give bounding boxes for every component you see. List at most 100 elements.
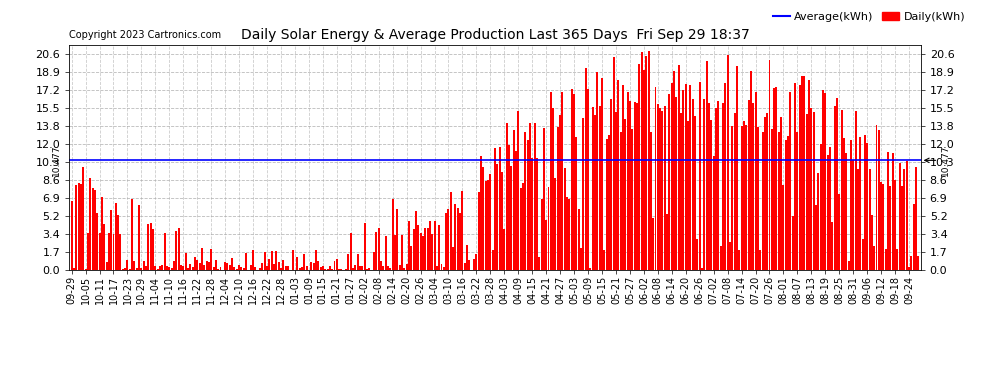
Bar <box>380 261 382 270</box>
Bar <box>845 153 847 270</box>
Bar <box>277 262 279 270</box>
Bar <box>313 262 315 270</box>
Bar <box>108 233 110 270</box>
Bar <box>599 106 601 270</box>
Bar <box>299 268 301 270</box>
Bar <box>915 167 917 270</box>
Bar <box>510 166 512 270</box>
Bar <box>606 139 608 270</box>
Bar <box>406 264 408 270</box>
Bar <box>415 211 417 270</box>
Bar <box>117 214 119 270</box>
Bar <box>385 236 387 270</box>
Bar <box>652 218 654 270</box>
Bar <box>439 225 441 270</box>
Bar <box>701 268 703 270</box>
Bar <box>787 136 789 270</box>
Bar <box>201 248 203 270</box>
Bar <box>192 267 194 270</box>
Bar <box>675 97 677 270</box>
Bar <box>461 191 463 270</box>
Bar <box>138 205 140 270</box>
Bar <box>285 266 287 270</box>
Bar <box>850 140 852 270</box>
Bar <box>110 210 112 270</box>
Bar <box>613 57 615 270</box>
Bar <box>747 100 749 270</box>
Bar <box>543 128 545 270</box>
Bar <box>82 167 84 270</box>
Bar <box>496 164 498 270</box>
Bar <box>815 205 817 270</box>
Bar <box>615 112 617 270</box>
Bar <box>811 108 813 270</box>
Bar <box>517 111 519 270</box>
Text: Copyright 2023 Cartronics.com: Copyright 2023 Cartronics.com <box>69 30 222 40</box>
Bar <box>75 185 77 270</box>
Bar <box>420 233 422 270</box>
Bar <box>778 132 780 270</box>
Bar <box>566 197 568 270</box>
Bar <box>73 268 75 270</box>
Bar <box>77 183 79 270</box>
Bar <box>789 92 791 270</box>
Bar <box>463 264 465 270</box>
Bar <box>554 178 556 270</box>
Bar <box>780 117 782 270</box>
Bar <box>894 180 896 270</box>
Bar <box>449 192 451 270</box>
Bar <box>694 116 696 270</box>
Bar <box>818 173 820 270</box>
Bar <box>324 269 326 270</box>
Bar <box>189 264 191 270</box>
Bar <box>773 88 775 270</box>
Bar <box>254 267 256 270</box>
Bar <box>480 156 482 270</box>
Bar <box>473 259 475 270</box>
Bar <box>841 110 842 270</box>
Bar <box>520 188 522 270</box>
Bar <box>643 69 644 270</box>
Bar <box>332 269 334 270</box>
Bar <box>136 268 138 270</box>
Bar <box>336 259 338 270</box>
Bar <box>182 266 184 270</box>
Bar <box>401 235 403 270</box>
Bar <box>494 148 496 270</box>
Bar <box>122 268 124 270</box>
Bar <box>711 120 713 270</box>
Bar <box>508 144 510 270</box>
Bar <box>273 264 275 270</box>
Bar <box>806 114 808 270</box>
Bar <box>443 267 445 270</box>
Bar <box>482 166 484 270</box>
Bar <box>589 268 591 270</box>
Bar <box>454 204 456 270</box>
Bar <box>722 103 724 270</box>
Bar <box>622 85 624 270</box>
Bar <box>871 215 873 270</box>
Bar <box>685 84 687 270</box>
Bar <box>446 213 447 270</box>
Bar <box>708 103 710 270</box>
Bar <box>408 221 410 270</box>
Bar <box>766 113 768 270</box>
Bar <box>99 234 101 270</box>
Bar <box>80 184 82 270</box>
Title: Daily Solar Energy & Average Production Last 365 Days  Fri Sep 29 18:37: Daily Solar Energy & Average Production … <box>241 28 749 42</box>
Bar <box>718 100 720 270</box>
Bar <box>275 251 277 270</box>
Bar <box>603 251 605 270</box>
Bar <box>84 269 86 270</box>
Bar <box>241 267 243 270</box>
Bar <box>913 204 915 270</box>
Bar <box>134 261 136 270</box>
Bar <box>761 132 763 270</box>
Bar <box>561 92 563 270</box>
Bar <box>736 66 738 270</box>
Bar <box>436 266 438 270</box>
Bar <box>801 76 803 270</box>
Bar <box>236 269 238 270</box>
Bar <box>159 266 161 270</box>
Bar <box>373 252 375 270</box>
